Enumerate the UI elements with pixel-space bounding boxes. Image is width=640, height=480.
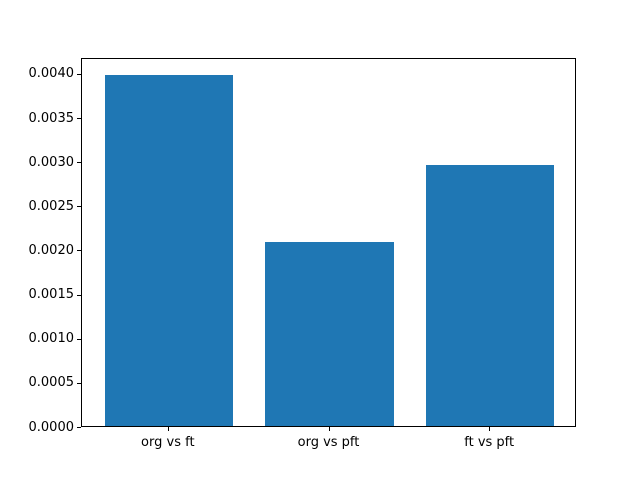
y-tick-label: 0.0015	[28, 287, 75, 303]
plot-area	[81, 58, 576, 427]
y-tick-label: 0.0025	[28, 198, 75, 214]
x-tick-label: org vs pft	[297, 435, 360, 450]
y-tick-mark	[77, 118, 81, 119]
y-tick-mark	[77, 338, 81, 340]
x-tick-label: org vs ft	[141, 435, 195, 450]
y-tick-label: 0.0000	[28, 419, 75, 435]
y-tick-mark	[77, 250, 81, 252]
bar-org-vs-pft	[265, 242, 394, 426]
y-tick-mark	[77, 294, 81, 296]
y-tick-mark	[77, 162, 81, 164]
y-tick-label: 0.0030	[28, 154, 75, 170]
bar-org-vs-ft	[104, 74, 234, 426]
x-tick-mark	[167, 427, 169, 431]
y-tick-label: 0.0005	[28, 375, 75, 391]
y-tick-label: 0.0020	[28, 242, 75, 258]
y-tick-mark	[77, 73, 81, 75]
y-tick-mark	[77, 206, 81, 208]
bar-ft-vs-pft	[425, 164, 555, 426]
y-tick-label: 0.0035	[28, 110, 75, 126]
y-tick-mark	[77, 382, 81, 384]
x-tick-mark	[489, 427, 491, 431]
y-tick-label: 0.0010	[28, 331, 75, 347]
y-tick-label: 0.0040	[28, 66, 75, 82]
x-tick-label: ft vs pft	[464, 435, 515, 450]
y-tick-mark	[77, 427, 81, 428]
x-tick-mark	[328, 427, 330, 431]
